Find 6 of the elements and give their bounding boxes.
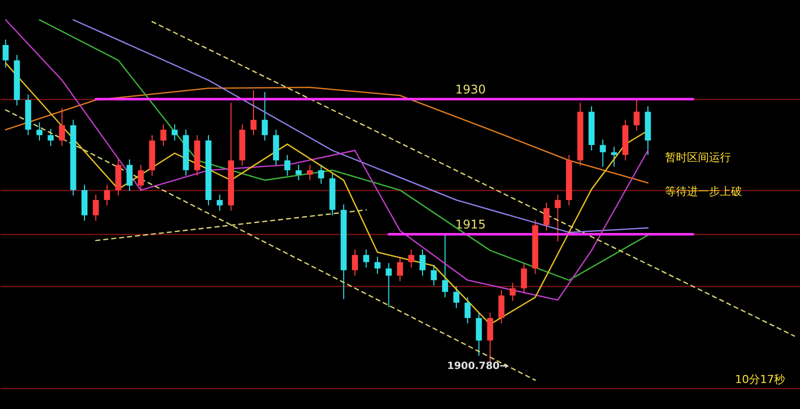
annotation: 10分17秒: [735, 373, 785, 386]
y-tick-label: 1930: [455, 82, 486, 97]
annotation: 暂时区间运行: [665, 151, 731, 164]
annotation: 1900.780→: [447, 361, 508, 372]
y-tick-label: 1915: [455, 218, 486, 232]
annotation: 等待进一步上破: [665, 185, 742, 198]
